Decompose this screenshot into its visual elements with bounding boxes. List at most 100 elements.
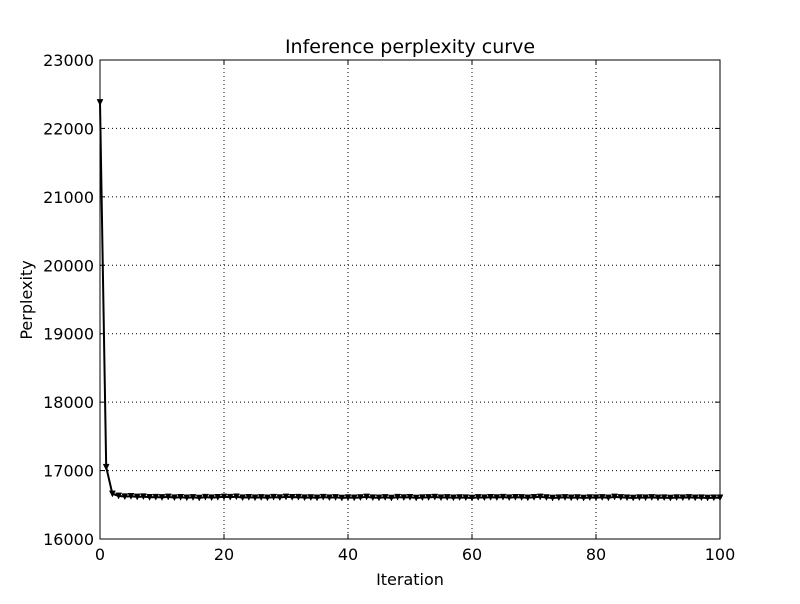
data-point-marker bbox=[381, 494, 389, 501]
y-tick-label: 20000 bbox=[43, 256, 94, 275]
data-point-marker bbox=[325, 494, 333, 502]
data-point-marker bbox=[598, 494, 606, 501]
data-point-marker bbox=[468, 494, 476, 502]
data-point-marker bbox=[239, 494, 247, 502]
data-point-marker bbox=[666, 494, 674, 502]
data-point-marker bbox=[443, 494, 451, 501]
data-point-marker bbox=[660, 494, 668, 502]
data-point-marker bbox=[567, 494, 575, 502]
data-point-marker bbox=[121, 493, 129, 501]
data-point-marker bbox=[673, 494, 681, 502]
data-point-marker bbox=[263, 494, 271, 502]
data-point-marker bbox=[611, 493, 619, 501]
data-point-marker bbox=[406, 494, 414, 501]
data-point-marker bbox=[685, 494, 693, 501]
data-point-marker bbox=[511, 494, 519, 501]
data-point-marker bbox=[251, 494, 259, 502]
data-point-marker bbox=[189, 494, 197, 501]
data-point-marker bbox=[499, 493, 507, 501]
data-point-marker bbox=[170, 494, 178, 502]
data-point-marker bbox=[201, 493, 209, 501]
data-point-marker bbox=[617, 494, 625, 501]
x-tick-label: 60 bbox=[462, 545, 482, 564]
data-point-marker bbox=[270, 493, 278, 501]
data-point-marker bbox=[604, 494, 612, 502]
x-tick-label: 100 bbox=[705, 545, 736, 564]
y-tick-label: 18000 bbox=[43, 393, 94, 412]
data-point-marker bbox=[127, 492, 135, 500]
data-point-marker bbox=[338, 494, 346, 502]
data-point-marker bbox=[356, 494, 364, 502]
data-point-marker bbox=[133, 493, 141, 501]
data-point-marker bbox=[493, 494, 501, 502]
data-point-marker bbox=[561, 494, 569, 501]
data-point-marker bbox=[648, 494, 656, 501]
data-point-marker bbox=[524, 494, 532, 502]
data-point-marker bbox=[710, 494, 718, 502]
data-point-marker bbox=[412, 494, 420, 502]
data-point-marker bbox=[369, 494, 377, 502]
data-point-marker bbox=[536, 493, 544, 501]
x-tick-label: 40 bbox=[338, 545, 358, 564]
data-point-marker bbox=[586, 494, 594, 502]
plot-frame bbox=[99, 59, 721, 540]
data-point-marker bbox=[226, 493, 234, 501]
data-point-marker bbox=[449, 494, 457, 502]
data-point-marker bbox=[158, 494, 166, 501]
data-point-marker bbox=[313, 494, 321, 502]
data-point-marker bbox=[487, 494, 495, 501]
data-point-marker bbox=[629, 494, 637, 502]
data-point-marker bbox=[183, 494, 191, 502]
data-point-marker bbox=[480, 494, 488, 502]
y-tick-label: 21000 bbox=[43, 188, 94, 207]
data-point-marker bbox=[164, 493, 172, 501]
data-point-marker bbox=[431, 493, 439, 501]
tick-layer: 0 20 40 60 80 100 16000 17000 18000 19000 20000 210… bbox=[43, 51, 735, 564]
data-point-marker bbox=[592, 494, 600, 502]
data-point-marker bbox=[307, 494, 315, 502]
series-layer bbox=[96, 99, 724, 502]
data-point-marker bbox=[635, 494, 643, 502]
data-point-marker bbox=[425, 494, 433, 501]
data-point-marker bbox=[549, 494, 557, 502]
data-point-marker bbox=[642, 494, 650, 502]
data-point-marker bbox=[716, 494, 724, 502]
data-point-marker bbox=[387, 494, 395, 502]
data-point-marker bbox=[530, 494, 538, 501]
data-point-marker bbox=[623, 494, 631, 502]
data-point-marker bbox=[332, 494, 340, 501]
data-point-marker bbox=[375, 494, 383, 502]
x-axis-label: Iteration bbox=[376, 570, 444, 589]
data-point-marker bbox=[679, 494, 687, 502]
data-point-marker bbox=[276, 494, 284, 502]
data-point-marker bbox=[437, 494, 445, 502]
data-point-marker bbox=[177, 494, 185, 501]
x-tick-label: 20 bbox=[214, 545, 234, 564]
data-point-marker bbox=[697, 494, 705, 502]
data-point-marker bbox=[195, 494, 203, 502]
series-line bbox=[99, 102, 720, 499]
data-point-marker bbox=[400, 494, 408, 502]
data-point-marker bbox=[344, 494, 352, 502]
data-point-marker bbox=[350, 494, 358, 502]
grid-layer bbox=[100, 60, 720, 539]
data-point-marker bbox=[257, 494, 265, 501]
data-point-marker bbox=[102, 463, 110, 471]
data-point-marker bbox=[208, 494, 216, 502]
data-point-marker bbox=[505, 494, 513, 502]
data-point-marker bbox=[115, 492, 123, 500]
data-point-marker bbox=[474, 494, 482, 501]
data-point-marker bbox=[214, 494, 222, 501]
data-point-marker bbox=[573, 494, 581, 502]
data-point-marker bbox=[394, 493, 402, 501]
data-point-marker bbox=[363, 493, 371, 501]
data-point-marker bbox=[288, 494, 296, 501]
data-point-marker bbox=[518, 494, 526, 501]
chart-title: Inference perplexity curve bbox=[285, 36, 535, 58]
data-point-marker bbox=[301, 494, 309, 502]
x-tick-label: 0 bbox=[95, 545, 105, 564]
y-tick-label: 16000 bbox=[43, 530, 94, 549]
y-tick-label: 19000 bbox=[43, 325, 94, 344]
